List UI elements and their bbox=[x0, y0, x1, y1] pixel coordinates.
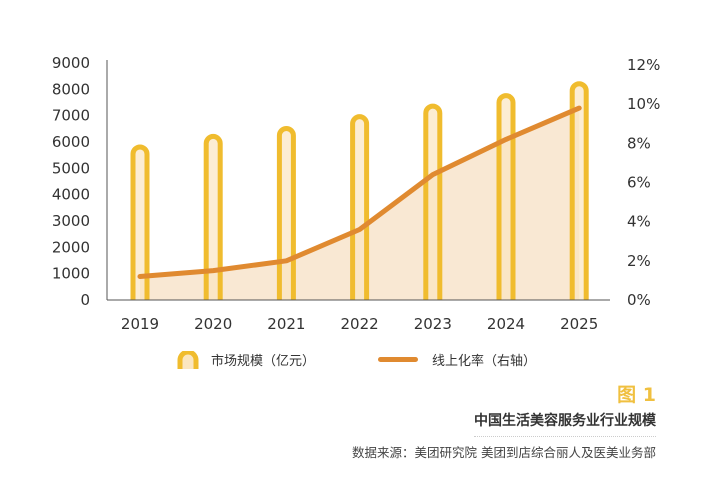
y-right-tick: 2% bbox=[627, 252, 651, 270]
bar-2022 bbox=[350, 114, 370, 300]
y-left-tick: 0 bbox=[80, 291, 90, 309]
line-legend-icon bbox=[378, 357, 418, 362]
y-right-tick: 12% bbox=[627, 56, 660, 74]
bar-2019 bbox=[130, 144, 150, 300]
legend-bar-label: 市场规模（亿元） bbox=[211, 354, 316, 369]
x-tick: 2019 bbox=[121, 315, 159, 333]
y-right-tick: 4% bbox=[627, 213, 651, 231]
figure-label: 图 1 bbox=[617, 384, 656, 406]
bar-2021 bbox=[276, 126, 296, 300]
y-left-tick: 4000 bbox=[52, 186, 90, 204]
y-left-tick: 6000 bbox=[52, 133, 90, 151]
legend-bar: 市场规模（亿元） bbox=[177, 350, 315, 369]
x-tick: 2020 bbox=[194, 315, 232, 333]
y-left-tick: 1000 bbox=[52, 265, 90, 283]
x-tick: 2025 bbox=[560, 315, 598, 333]
y-left-tick: 5000 bbox=[52, 159, 90, 177]
y-left-tick: 7000 bbox=[52, 107, 90, 125]
x-tick: 2024 bbox=[487, 315, 525, 333]
y-left-tick: 2000 bbox=[52, 238, 90, 256]
bar-2020 bbox=[203, 133, 223, 300]
y-right-tick: 10% bbox=[627, 95, 660, 113]
y-left-tick: 3000 bbox=[52, 212, 90, 230]
legend-line-label: 线上化率（右轴） bbox=[432, 354, 537, 369]
legend-line: 线上化率（右轴） bbox=[378, 350, 536, 369]
bar-legend-icon bbox=[177, 350, 199, 369]
y-left-tick: 9000 bbox=[52, 54, 90, 72]
source-note: 数据来源：美团研究院 美团到店综合丽人及医美业务部 bbox=[352, 445, 656, 460]
y-right-tick: 0% bbox=[627, 291, 651, 309]
y-right-tick: 8% bbox=[627, 134, 651, 152]
y-left-tick: 8000 bbox=[52, 80, 90, 98]
x-tick: 2022 bbox=[341, 315, 379, 333]
x-tick: 2023 bbox=[414, 315, 452, 333]
bar-2025 bbox=[569, 81, 589, 300]
x-tick: 2021 bbox=[267, 315, 305, 333]
bar-2024 bbox=[496, 93, 516, 300]
bar-2023 bbox=[423, 103, 443, 300]
chart-title: 中国生活美容服务业行业规模 bbox=[474, 410, 656, 437]
line-series bbox=[137, 105, 582, 279]
line-area bbox=[140, 108, 580, 300]
y-right-tick: 6% bbox=[627, 174, 651, 192]
